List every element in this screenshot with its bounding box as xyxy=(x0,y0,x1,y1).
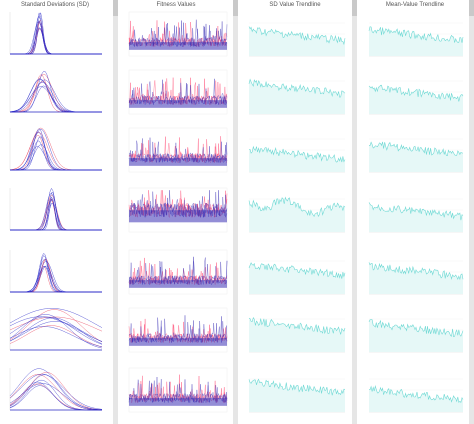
sd-trend-column-title: SD Value Trendline xyxy=(269,2,321,8)
trendline-plot-row-4 xyxy=(361,184,467,240)
fitness-plot-row-6 xyxy=(121,304,231,360)
trendline-plot-row-1 xyxy=(361,8,467,64)
sd-trend-column-scrollbar[interactable] xyxy=(352,0,357,424)
fitness-plot-row-5 xyxy=(121,246,231,302)
trendline-plot-row-4 xyxy=(241,184,349,240)
trendline-plot-row-6 xyxy=(241,304,349,360)
sd-trend-scrollbar-thumb[interactable] xyxy=(352,0,357,16)
sd-histogram-row-1 xyxy=(2,8,108,64)
sd-column-title: Standard Deviations (SD) xyxy=(20,2,90,8)
sd-column-scrollbar[interactable] xyxy=(113,0,118,424)
trendline-plot-row-5 xyxy=(241,246,349,302)
sd-histogram-row-3 xyxy=(2,124,108,180)
mean-trend-scrollbar-thumb[interactable] xyxy=(469,0,474,16)
trendline-plot-row-1 xyxy=(241,8,349,64)
fitness-column-title: Fitness Values xyxy=(156,2,196,8)
sd-histogram-row-6 xyxy=(2,304,108,360)
fitness-plot-row-2 xyxy=(121,66,231,122)
fitness-plot-row-1 xyxy=(121,8,231,64)
fitness-plot-row-4 xyxy=(121,184,231,240)
mean-trend-column-scrollbar[interactable] xyxy=(469,0,474,424)
fitness-column: Fitness Values xyxy=(120,0,232,424)
trendline-plot-row-3 xyxy=(241,124,349,180)
trendline-plot-row-2 xyxy=(361,66,467,122)
trendline-plot-row-6 xyxy=(361,304,467,360)
fitness-plot-row-3 xyxy=(121,124,231,180)
sd-histogram-row-7 xyxy=(2,364,108,420)
sd-column: Standard Deviations (SD) xyxy=(0,0,110,424)
mean-trend-column: Mean-Value Trendline xyxy=(360,0,470,424)
fitness-scrollbar-thumb[interactable] xyxy=(233,0,238,16)
trendline-plot-row-3 xyxy=(361,124,467,180)
sd-histogram-row-5 xyxy=(2,246,108,302)
trendline-plot-row-7 xyxy=(361,364,467,420)
fitness-plot-row-7 xyxy=(121,364,231,420)
sd-trend-column: SD Value Trendline xyxy=(240,0,350,424)
mean-trend-column-title: Mean-Value Trendline xyxy=(385,2,445,8)
trendline-plot-row-7 xyxy=(241,364,349,420)
sd-histogram-row-4 xyxy=(2,184,108,240)
fitness-column-scrollbar[interactable] xyxy=(233,0,238,424)
trendline-plot-row-5 xyxy=(361,246,467,302)
sd-histogram-row-2 xyxy=(2,66,108,122)
trendline-plot-row-2 xyxy=(241,66,349,122)
sd-scrollbar-thumb[interactable] xyxy=(113,0,118,16)
